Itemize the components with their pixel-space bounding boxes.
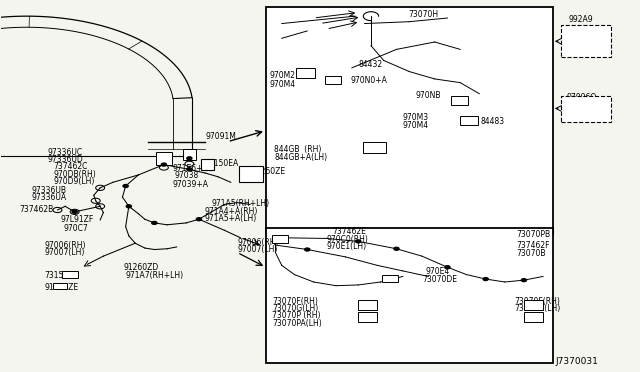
Text: 73158EB: 73158EB [45,271,79,280]
Text: 91260ZE: 91260ZE [45,283,79,292]
Bar [62,271,78,278]
Text: 97336UC: 97336UC [47,148,83,157]
Text: 97336UA: 97336UA [32,193,67,202]
Text: 970C7: 970C7 [64,224,88,233]
Bar [460,116,478,125]
Bar [266,7,552,234]
Text: 970M4: 970M4 [403,121,429,129]
Bar [296,68,315,78]
Text: 97091M: 97091M [205,132,236,141]
Text: 73150EA: 73150EA [204,158,238,168]
Text: 970M2: 970M2 [269,71,295,80]
Circle shape [196,218,202,221]
Bar [239,166,263,182]
Bar [451,96,468,105]
Text: 73070G(LH): 73070G(LH) [272,304,319,313]
Text: 91260ZE: 91260ZE [252,167,286,176]
Circle shape [123,185,128,187]
Bar [201,159,214,170]
Text: 971A7(RH+LH): 971A7(RH+LH) [125,271,184,280]
Text: 73070F(RH): 73070F(RH) [272,297,318,306]
Circle shape [394,247,399,250]
Text: 73070H: 73070H [408,10,438,19]
Text: 971E6+A: 971E6+A [172,164,208,173]
Bar [364,142,386,153]
Text: 97336UB: 97336UB [32,186,67,195]
Circle shape [356,240,361,243]
Text: 97038: 97038 [175,171,199,180]
Text: 97007(LH): 97007(LH) [237,245,278,254]
Circle shape [161,163,166,166]
Bar [561,96,611,122]
Text: 97007(LH): 97007(LH) [45,248,85,257]
Text: 970NB: 970NB [415,91,441,100]
Text: 970M3: 970M3 [403,113,429,122]
Text: 97006(RH): 97006(RH) [237,238,278,247]
Bar [524,312,543,321]
Text: 737462B: 737462B [19,205,54,215]
Text: 844GB+A(LH): 844GB+A(LH) [274,153,327,162]
Text: 970M4: 970M4 [269,80,295,89]
Text: 971A5+A(LH): 971A5+A(LH) [204,214,256,223]
Text: 737462F: 737462F [516,241,550,250]
Circle shape [187,157,192,160]
Text: 971A5(RH+LH): 971A5(RH+LH) [212,199,270,208]
Text: 84483: 84483 [481,117,505,126]
Text: 737462E: 737462E [333,227,367,235]
Text: 73070B: 73070B [516,249,546,258]
Bar [358,312,378,321]
Text: 97039+A: 97039+A [172,180,208,189]
Bar [561,25,611,57]
Text: J7370031: J7370031 [556,357,598,366]
Bar [325,76,341,84]
Text: 844GB  (RH): 844GB (RH) [274,145,321,154]
Bar [156,152,172,165]
Circle shape [126,205,131,208]
Circle shape [483,278,488,280]
Text: 73070DE: 73070DE [422,275,457,283]
Bar [272,235,288,243]
Text: 84432: 84432 [358,60,382,69]
Text: 971A4+A(RH): 971A4+A(RH) [204,206,257,216]
Text: 97L91ZF: 97L91ZF [60,215,93,224]
Text: 970DB(RH): 970DB(RH) [54,170,97,179]
Text: 73070P (RH): 73070P (RH) [272,311,321,320]
Circle shape [445,266,450,269]
Text: 91260ZD: 91260ZD [124,263,159,272]
Text: 97336UD: 97336UD [47,154,83,164]
Text: 73070F(RH): 73070F(RH) [515,297,560,306]
Bar [53,283,67,289]
Text: 97096Q: 97096Q [566,93,597,102]
Text: 97006(RH): 97006(RH) [45,241,86,250]
Circle shape [187,168,192,171]
Text: 73070G(LH): 73070G(LH) [515,304,561,313]
Text: 992A9: 992A9 [568,15,593,24]
Text: 970D9(LH): 970D9(LH) [54,177,95,186]
Text: 970E1(LH): 970E1(LH) [326,243,367,251]
Circle shape [522,279,527,282]
Bar [383,275,398,282]
Text: 73070PA(LH): 73070PA(LH) [272,319,322,328]
Text: 970E4: 970E4 [425,267,449,276]
Circle shape [72,211,77,213]
Text: 737462C: 737462C [54,162,88,171]
Text: 970C0(RH): 970C0(RH) [326,235,368,244]
Circle shape [305,248,310,251]
Circle shape [152,221,157,224]
Bar [358,301,378,310]
Bar [524,301,543,310]
Text: 73070PB: 73070PB [516,230,550,239]
Bar [266,228,552,363]
Bar [183,149,196,160]
Text: 970N0+A: 970N0+A [351,76,387,85]
